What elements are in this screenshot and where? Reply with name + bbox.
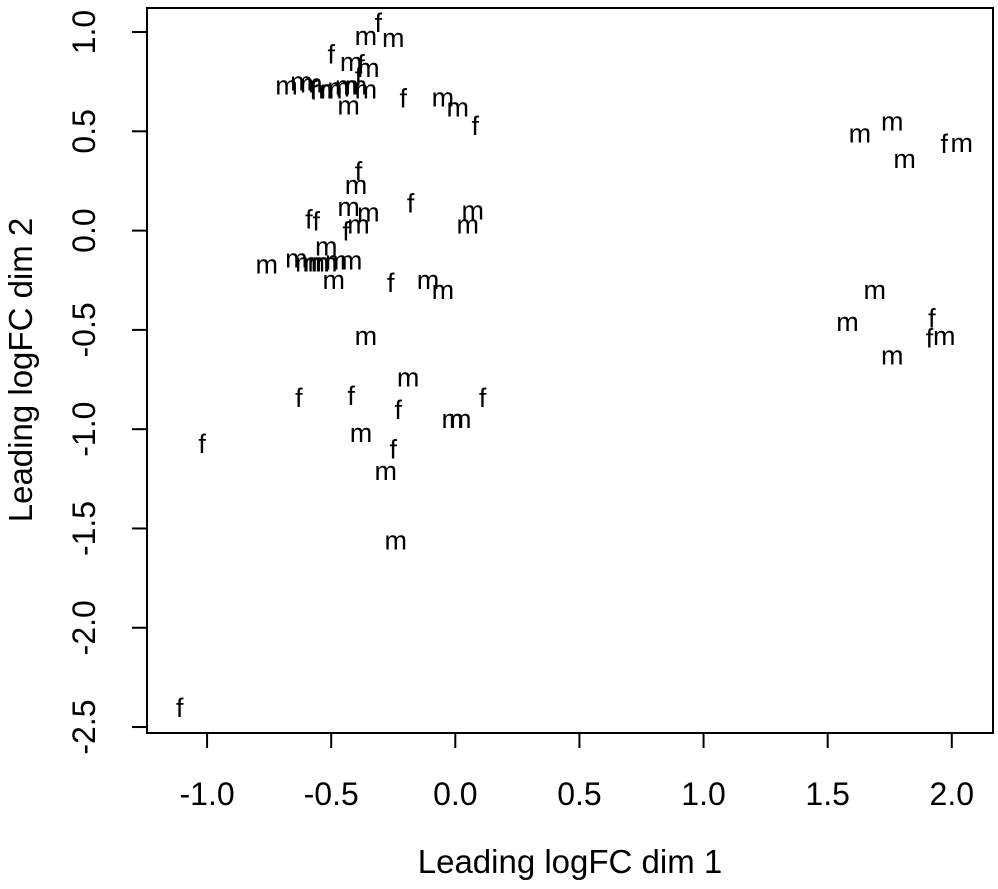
data-point-label-m: m [300, 69, 323, 99]
y-tick-label: -0.5 [66, 302, 102, 357]
x-tick-label: 1.0 [681, 776, 725, 812]
data-point-label-m: m [432, 275, 455, 305]
data-point-label-m: m [337, 192, 360, 222]
data-point-label-m: m [447, 93, 470, 123]
data-point-label-m: m [337, 91, 360, 121]
data-point-label-f: f [394, 395, 402, 425]
data-point-label-m: m [335, 71, 358, 101]
data-point-label-m: m [303, 247, 326, 277]
data-point-label-m: m [345, 71, 368, 101]
data-point-label-m: m [322, 265, 345, 295]
data-point-label-f: f [399, 83, 407, 113]
data-point-label-m: m [375, 456, 398, 486]
data-point-label-m: m [327, 73, 350, 103]
data-point-label-f: f [342, 216, 350, 246]
data-point-label-f: f [355, 61, 363, 91]
data-point-label-m: m [461, 196, 484, 226]
data-point-label-f: f [926, 324, 934, 354]
y-tick-label: 0.5 [66, 109, 102, 153]
data-point-label-m: m [849, 118, 872, 148]
data-point-label-m: m [933, 321, 956, 351]
data-point-label-m: m [836, 307, 859, 337]
x-tick-label: -1.0 [180, 776, 235, 812]
x-tick-label: -0.5 [304, 776, 359, 812]
y-tick-label: -1.5 [66, 501, 102, 556]
data-point-label-f: f [390, 435, 398, 465]
data-point-label-m: m [275, 71, 298, 101]
data-point-label-m: m [308, 247, 331, 277]
data-point-label-f: f [471, 111, 479, 141]
data-point-label-m: m [320, 75, 343, 105]
plot-box [146, 7, 994, 734]
data-point-label-m: m [315, 232, 338, 262]
data-point-label-m: m [285, 243, 308, 273]
y-axis: 1.0 0.5 0.0 -0.5 -1.0 -1.5 -2.0 -2.5 [66, 10, 147, 755]
y-axis-title: Leading logFC dim 2 [2, 218, 39, 523]
x-tick-label: 0.5 [557, 776, 601, 812]
data-point-label-f: f [941, 129, 949, 159]
data-point-label-m: m [325, 245, 348, 275]
data-point-label-f: f [310, 75, 318, 105]
data-point-label-m: m [950, 128, 973, 158]
y-tick-label: -2.5 [66, 699, 102, 754]
data-point-label-f: f [313, 206, 321, 236]
x-axis: -1.0 -0.5 0.0 0.5 1.0 1.5 2.0 [180, 733, 974, 812]
data-point-label-m: m [384, 525, 407, 555]
data-point-label-m: m [340, 245, 363, 275]
data-point-label-m: m [442, 404, 465, 434]
data-point-label-f: f [355, 157, 363, 187]
y-tick-label: -1.0 [66, 402, 102, 457]
data-point-label-m: m [417, 265, 440, 295]
y-tick-label: 1.0 [66, 10, 102, 54]
data-point-label-m: m [310, 75, 333, 105]
data-point-label-m: m [355, 321, 378, 351]
data-point-label-m: m [881, 106, 904, 136]
y-tick-label: -2.0 [66, 600, 102, 655]
data-point-label-m: m [290, 67, 313, 97]
data-point-label-m: m [881, 341, 904, 371]
data-point-label-f: f [176, 693, 184, 723]
data-point-label-m: m [357, 198, 380, 228]
x-axis-title: Leading logFC dim 1 [418, 843, 723, 880]
data-point-label-f: f [375, 8, 383, 38]
data-point-label-m: m [382, 23, 405, 53]
data-point-label-m: m [893, 144, 916, 174]
data-point-label-f: f [479, 383, 487, 413]
data-point-label-f: f [928, 304, 936, 334]
data-point-label-m: m [355, 21, 378, 51]
data-point-label-m: m [432, 83, 455, 113]
data-point-label-f: f [295, 383, 303, 413]
data-point-label-m: m [357, 53, 380, 83]
data-point-label-f: f [198, 429, 206, 459]
x-tick-label: 2.0 [930, 776, 974, 812]
data-point-label-m: m [340, 47, 363, 77]
data-point-label-m: m [350, 418, 373, 448]
data-point-label-f: f [305, 204, 313, 234]
data-point-label-m: m [345, 170, 368, 200]
data-point-label-m: m [864, 275, 887, 305]
data-point-label-f: f [347, 381, 355, 411]
data-point-label-m: m [295, 247, 318, 277]
data-point-label-f: f [357, 50, 365, 80]
plot-border [146, 7, 994, 734]
data-point-label-m: m [397, 363, 420, 393]
data-point-label-f: f [387, 268, 395, 298]
data-point-label-f: f [407, 189, 415, 219]
x-tick-label: 1.5 [805, 776, 849, 812]
x-tick-label: 0.0 [433, 776, 477, 812]
data-point-label-m: m [456, 210, 479, 240]
data-point-label-m: m [255, 249, 278, 279]
data-point-label-f: f [327, 40, 335, 70]
data-point-label-m: m [347, 210, 370, 240]
data-point-label-m: m [355, 75, 378, 105]
y-tick-label: 0.0 [66, 208, 102, 252]
data-point-label-m: m [449, 404, 472, 434]
data-point-label-m: m [315, 247, 338, 277]
